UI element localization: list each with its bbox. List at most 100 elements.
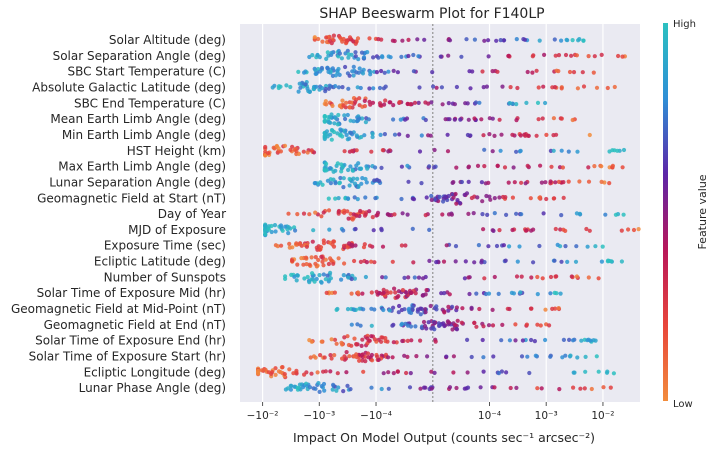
shap-point (350, 105, 355, 110)
shap-point (469, 195, 474, 201)
shap-point (330, 66, 335, 71)
shap-point (484, 193, 489, 199)
shap-point (551, 196, 556, 201)
shap-point (263, 153, 268, 158)
feature-label: Day of Year (158, 207, 226, 221)
shap-point (472, 116, 477, 121)
shap-point (305, 86, 310, 91)
shap-point (551, 116, 557, 121)
shap-point (373, 196, 378, 201)
shap-point (316, 257, 321, 263)
shap-point (276, 146, 281, 151)
shap-point (305, 274, 310, 280)
shap-point (465, 337, 470, 342)
shap-point (341, 273, 346, 278)
shap-point (422, 323, 428, 329)
chart-title: SHAP Beeswarm Plot for F140LP (319, 6, 544, 22)
shap-point (507, 306, 512, 312)
feature-label: Min Earth Limb Angle (deg) (62, 128, 226, 142)
shap-point (432, 197, 437, 202)
shap-point (323, 99, 328, 104)
shap-point (336, 85, 341, 90)
shap-point (464, 191, 470, 196)
shap-point (420, 276, 426, 281)
shap-point (409, 310, 414, 315)
shap-point (363, 176, 368, 182)
shap-point (607, 149, 612, 154)
shap-point (307, 385, 313, 390)
shap-point (308, 355, 313, 360)
shap-point (481, 369, 486, 374)
shap-point (548, 291, 553, 296)
shap-point (355, 322, 360, 327)
shap-point (444, 354, 449, 359)
shap-point (356, 161, 361, 166)
shap-point (406, 37, 411, 43)
shap-point (395, 369, 400, 374)
shap-point (324, 102, 329, 107)
shap-point (362, 104, 367, 109)
shap-point (409, 338, 414, 343)
shap-point (559, 259, 564, 264)
shap-point (310, 53, 315, 58)
shap-point (377, 85, 383, 91)
shap-point (538, 163, 543, 168)
shap-point (297, 242, 302, 247)
shap-point (278, 149, 283, 154)
shap-point (424, 288, 429, 293)
shap-point (437, 323, 442, 328)
shap-point (481, 355, 486, 360)
shap-point (354, 133, 359, 138)
shap-point (375, 354, 380, 359)
shap-point (269, 229, 274, 235)
shap-point (432, 165, 437, 170)
shap-point (326, 196, 331, 201)
shap-point (408, 371, 413, 376)
shap-point (355, 197, 360, 202)
shap-point (362, 98, 367, 103)
shap-point (340, 85, 345, 90)
shap-point (345, 112, 350, 118)
shap-point (364, 260, 369, 265)
shap-point (585, 244, 590, 249)
shap-point (454, 305, 459, 310)
shap-point (566, 149, 571, 154)
shap-point (574, 53, 580, 58)
shap-point (360, 291, 365, 296)
shap-point (556, 179, 562, 184)
shap-point (379, 228, 384, 233)
shap-point (446, 308, 451, 313)
shap-point (486, 38, 491, 43)
shap-point (559, 86, 564, 91)
shap-point (369, 290, 374, 295)
shap-point (411, 69, 416, 74)
shap-point (273, 229, 278, 234)
shap-point (322, 118, 327, 124)
shap-point (269, 223, 274, 229)
shap-point (534, 68, 539, 73)
shap-point (553, 180, 558, 185)
shap-point (399, 321, 405, 326)
shap-point (280, 228, 285, 233)
shap-point (337, 181, 342, 186)
shap-point (296, 151, 301, 156)
shap-point (270, 85, 275, 90)
shap-point (396, 310, 401, 315)
shap-point (419, 325, 424, 330)
shap-point (340, 356, 345, 361)
shap-point (357, 306, 362, 311)
shap-point (331, 239, 336, 244)
shap-point (400, 338, 405, 344)
shap-point (359, 181, 364, 186)
shap-point (338, 175, 343, 181)
shap-point (350, 168, 355, 173)
shap-point (360, 337, 365, 342)
shap-point (582, 386, 587, 391)
shap-point (459, 320, 464, 325)
shap-point (283, 274, 288, 279)
shap-point (352, 181, 358, 186)
shap-point (515, 85, 520, 91)
shap-point (462, 386, 467, 391)
shap-point (498, 148, 503, 153)
shap-point (344, 132, 349, 138)
